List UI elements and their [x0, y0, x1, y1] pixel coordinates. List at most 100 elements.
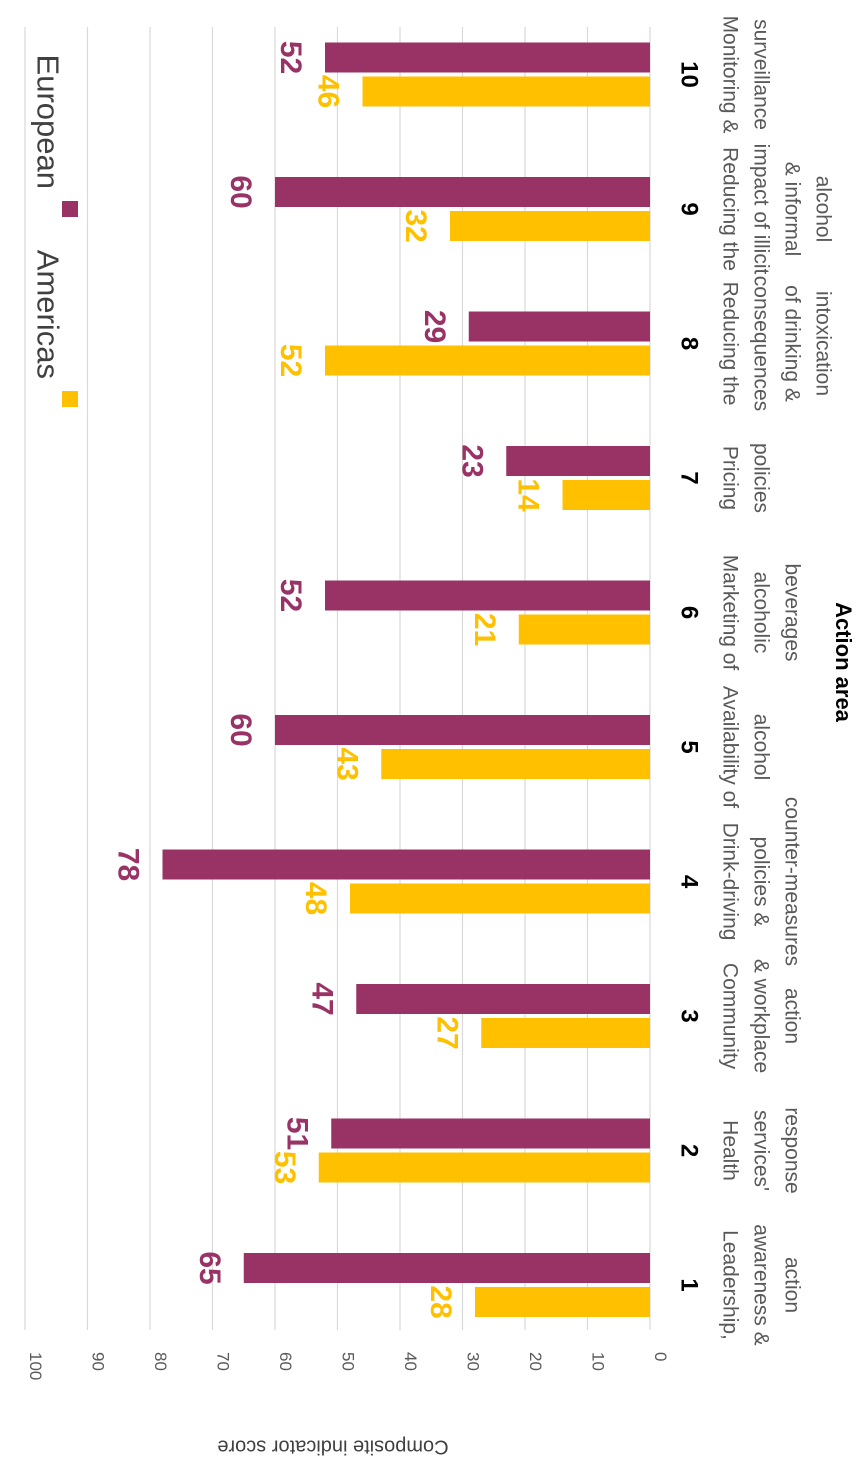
data-label: 52 — [274, 579, 307, 612]
category-description: of drinking & — [780, 285, 803, 402]
category-description: policies & — [749, 837, 772, 927]
data-label: 32 — [399, 209, 432, 242]
category-description: Leadership, — [718, 1230, 741, 1340]
bar-americas — [350, 883, 650, 914]
category-description: impact of illicit — [749, 144, 772, 275]
tick-label: 90 — [89, 1352, 108, 1371]
category-number: 4 — [676, 875, 703, 889]
category-description: Reducing the — [718, 147, 741, 271]
category-description: alcoholic — [749, 572, 772, 654]
category-description: Pricing — [718, 446, 741, 510]
legend: Americas European — [31, 55, 78, 407]
bar-european — [468, 311, 650, 342]
category-number: 7 — [676, 471, 703, 484]
data-label: 52 — [274, 344, 307, 377]
data-label: 48 — [299, 882, 332, 915]
category-description: alcohol — [811, 176, 834, 243]
data-label: 52 — [274, 41, 307, 74]
category-labels: 1 Leadership, awareness & action 2 Health serv… — [676, 16, 835, 1346]
tick-label: 10 — [589, 1352, 608, 1371]
tick-label: 60 — [276, 1352, 295, 1371]
data-label: 51 — [280, 1117, 313, 1150]
gridlines — [24, 27, 651, 1330]
category-description: surveillance — [749, 19, 772, 130]
y-axis-title: Composite indicator score — [217, 1436, 448, 1458]
bar-americas — [325, 345, 650, 376]
category-description: Reducing the — [718, 282, 741, 406]
category-number: 9 — [676, 202, 703, 215]
category-description: Monitoring & — [718, 16, 741, 134]
category-description: intoxication — [811, 291, 834, 396]
category-description: awareness & — [749, 1224, 772, 1345]
bar-european — [275, 177, 650, 207]
tick-label: 40 — [401, 1352, 420, 1371]
category-description: Health — [718, 1120, 741, 1181]
tick-label: 100 — [26, 1352, 45, 1380]
bar-americas — [562, 480, 650, 510]
legend-label-americas: Americas — [31, 250, 66, 379]
category-number: 5 — [676, 740, 703, 753]
data-label: 43 — [330, 747, 363, 780]
bars — [162, 42, 650, 1317]
bar-americas — [475, 1287, 650, 1317]
category-description: services' — [749, 1110, 772, 1191]
x-axis-title: Action area — [831, 602, 856, 723]
data-label: 65 — [193, 1251, 226, 1284]
bar-americas — [362, 76, 650, 107]
legend-swatch-european — [62, 201, 78, 217]
data-label: 46 — [312, 75, 345, 108]
category-description: response — [780, 1107, 803, 1193]
category-number: 3 — [676, 1009, 703, 1022]
bar-americas — [450, 211, 650, 241]
category-description: & workplace — [749, 959, 772, 1073]
data-label: 60 — [224, 713, 257, 746]
category-description: Marketing of — [718, 555, 741, 671]
bar-americas — [381, 749, 650, 779]
data-label: 78 — [112, 848, 145, 881]
bar-european — [506, 446, 650, 476]
legend-swatch-americas — [62, 391, 78, 407]
data-label: 21 — [468, 613, 501, 646]
data-label: 29 — [418, 310, 451, 343]
legend-label-european: European — [31, 55, 66, 189]
bar-americas — [518, 614, 650, 645]
tick-label: 70 — [214, 1352, 233, 1371]
category-description: & informal — [780, 162, 803, 257]
data-label: 27 — [430, 1016, 463, 1049]
tick-label: 80 — [151, 1352, 170, 1371]
bar-americas — [481, 1018, 650, 1048]
bar-european — [275, 715, 650, 745]
data-label: 53 — [268, 1151, 301, 1184]
bar-european — [331, 1118, 650, 1149]
data-label: 28 — [424, 1285, 457, 1318]
category-description: alcohol — [749, 714, 772, 781]
category-number: 6 — [676, 606, 703, 619]
category-description: Availability of — [718, 686, 741, 808]
tick-labels: 0 10 20 30 40 50 60 70 80 90 100 — [26, 1352, 670, 1380]
category-description: Drink-driving — [718, 823, 741, 941]
category-description: beverages — [780, 563, 803, 661]
category-description: consequences — [749, 276, 772, 411]
tick-label: 0 — [651, 1352, 670, 1361]
bar-european — [325, 580, 650, 611]
bar-americas — [318, 1152, 650, 1183]
bar-european — [243, 1253, 650, 1283]
bar-european — [162, 849, 650, 880]
tick-label: 30 — [464, 1352, 483, 1371]
category-description: action — [780, 988, 803, 1044]
data-label: 47 — [305, 982, 338, 1015]
bar-european — [356, 984, 650, 1014]
category-description: Community — [718, 963, 741, 1070]
category-number: 2 — [676, 1144, 703, 1157]
category-number: 10 — [676, 61, 703, 88]
data-label: 60 — [224, 175, 257, 208]
category-number: 8 — [676, 337, 703, 350]
data-label: 23 — [455, 444, 488, 477]
category-description: policies — [749, 443, 772, 513]
tick-label: 50 — [339, 1352, 358, 1371]
category-number: 1 — [676, 1278, 703, 1291]
tick-label: 20 — [526, 1352, 545, 1371]
data-label: 14 — [512, 478, 545, 512]
